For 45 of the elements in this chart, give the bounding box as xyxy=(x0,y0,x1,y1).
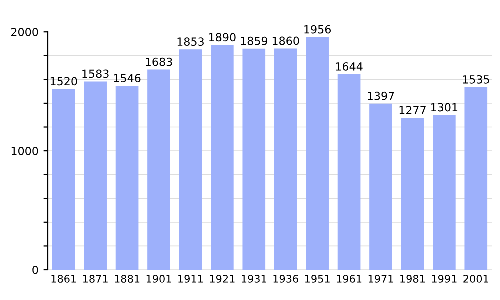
data-label: 1859 xyxy=(241,36,268,46)
data-label: 1956 xyxy=(304,25,332,34)
bar xyxy=(338,74,361,270)
x-tick-label: 1991 xyxy=(432,275,457,283)
x-tick-label: 1951 xyxy=(305,275,330,283)
x-tick-label: 1931 xyxy=(242,275,266,283)
bar xyxy=(401,118,424,270)
x-tick-label: 1921 xyxy=(210,275,235,283)
data-label: 1683 xyxy=(146,58,172,66)
y-tick-label: 0 xyxy=(32,266,38,274)
y-tick-label: 2000 xyxy=(12,28,38,36)
bar xyxy=(84,82,107,270)
bar xyxy=(433,115,456,270)
data-label: 1546 xyxy=(114,74,141,83)
data-label: 1535 xyxy=(463,75,490,84)
x-tick-label: 1936 xyxy=(274,275,298,283)
bar xyxy=(211,45,234,270)
data-label: 1583 xyxy=(82,70,109,78)
x-tick-label: 1911 xyxy=(178,275,204,283)
data-label: 1853 xyxy=(178,38,204,46)
data-label: 1301 xyxy=(432,103,458,112)
bar xyxy=(116,86,139,270)
bar xyxy=(370,104,392,270)
bar xyxy=(242,48,266,270)
x-tick-label: 1871 xyxy=(83,275,108,283)
y-tick-label: 1000 xyxy=(12,147,38,156)
x-tick-label: 1961 xyxy=(337,275,362,283)
bar xyxy=(148,70,170,270)
x-tick-label: 2001 xyxy=(464,275,488,283)
x-tick-label: 1861 xyxy=(52,275,76,283)
bar xyxy=(179,50,202,270)
data-label: 1890 xyxy=(210,33,236,42)
bar xyxy=(464,87,488,270)
data-label: 1277 xyxy=(400,106,426,114)
bar xyxy=(274,48,298,270)
data-label: 1397 xyxy=(368,92,394,100)
data-label: 1860 xyxy=(272,36,300,46)
data-label: 1644 xyxy=(336,62,363,71)
x-tick-label: 1881 xyxy=(115,275,140,283)
x-tick-label: 1971 xyxy=(368,275,394,283)
data-label: 1520 xyxy=(50,77,78,86)
bar xyxy=(52,89,76,270)
x-tick-label: 1981 xyxy=(400,275,426,283)
bar xyxy=(306,37,329,270)
x-tick-label: 1901 xyxy=(146,275,172,283)
